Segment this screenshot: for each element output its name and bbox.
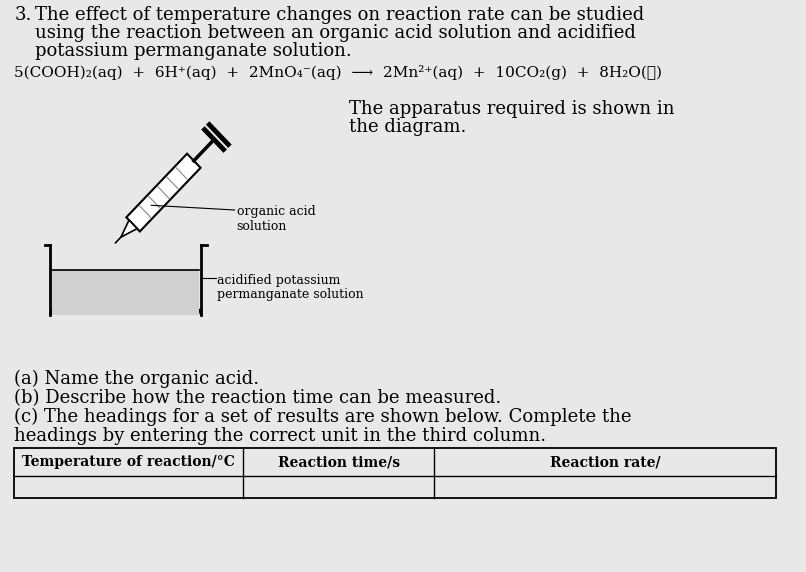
Text: permanganate solution: permanganate solution <box>218 288 364 301</box>
Text: organic acid: organic acid <box>236 205 315 218</box>
Text: 5(COOH)₂(aq)  +  6H⁺(aq)  +  2MnO₄⁻(aq)  ⟶  2Mn²⁺(aq)  +  10CO₂(g)  +  8H₂O(ℓ): 5(COOH)₂(aq) + 6H⁺(aq) + 2MnO₄⁻(aq) ⟶ 2M… <box>15 65 663 80</box>
Text: (c) The headings for a set of results are shown below. Complete the: (c) The headings for a set of results ar… <box>15 408 632 426</box>
Text: Reaction rate/: Reaction rate/ <box>550 455 660 469</box>
Polygon shape <box>121 220 137 237</box>
Text: (a) Name the organic acid.: (a) Name the organic acid. <box>15 370 260 388</box>
Text: potassium permanganate solution.: potassium permanganate solution. <box>35 42 352 60</box>
Text: headings by entering the correct unit in the third column.: headings by entering the correct unit in… <box>15 427 546 445</box>
Polygon shape <box>127 154 201 232</box>
Text: acidified potassium: acidified potassium <box>218 274 341 287</box>
Text: the diagram.: the diagram. <box>349 118 467 136</box>
Text: The effect of temperature changes on reaction rate can be studied: The effect of temperature changes on rea… <box>35 6 645 24</box>
Bar <box>15 448 775 498</box>
Text: Temperature of reaction/°C: Temperature of reaction/°C <box>23 455 235 469</box>
Text: solution: solution <box>236 220 287 233</box>
Bar <box>52 270 199 315</box>
Text: using the reaction between an organic acid solution and acidified: using the reaction between an organic ac… <box>35 24 636 42</box>
Text: Reaction time/s: Reaction time/s <box>277 455 400 469</box>
Text: The apparatus required is shown in: The apparatus required is shown in <box>349 100 675 118</box>
Text: (b) Describe how the reaction time can be measured.: (b) Describe how the reaction time can b… <box>15 389 501 407</box>
Text: 3.: 3. <box>15 6 31 24</box>
